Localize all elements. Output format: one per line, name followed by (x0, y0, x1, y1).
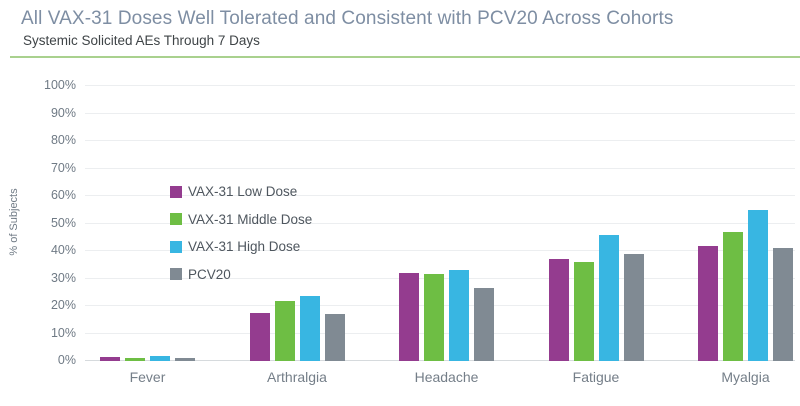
legend-item-vax-31-middle-dose: VAX-31 Middle Dose (170, 206, 312, 234)
slide-title: All VAX-31 Doses Well Tolerated and Cons… (21, 8, 674, 29)
gridline-80 (85, 140, 795, 141)
legend-swatch-vax-31-high-dose (170, 240, 182, 253)
bars-layer (85, 86, 795, 361)
chart-legend: VAX-31 Low Dose VAX-31 Middle Dose VAX-31 … (170, 178, 312, 288)
legend-item-vax-31-low-dose: VAX-31 Low Dose (170, 178, 312, 206)
bar-pcv20-myalgia (773, 248, 793, 361)
bar-pcv20-headache (474, 288, 494, 361)
bar-vax-31-middle-dose-arthralgia (274, 300, 295, 361)
legend-item-vax-31-high-dose: VAX-31 High Dose (170, 233, 312, 261)
bar-pcv20-fatigue (623, 253, 644, 361)
category-label-headache: Headache (414, 369, 479, 385)
bar-group-fever (100, 86, 195, 361)
category-label-fatigue: Fatigue (572, 369, 620, 385)
legend-label-vax-31-middle-dose: VAX-31 Middle Dose (188, 211, 313, 227)
bar-pcv20-arthralgia (324, 314, 345, 361)
plot-area: VAX-31 Low Dose VAX-31 Middle Dose VAX-31 … (85, 85, 795, 361)
legend-swatch-vax-31-middle-dose (170, 213, 182, 226)
bar-vax-31-high-dose-fever (150, 356, 170, 361)
legend-item-pcv20: PCV20 (170, 261, 312, 289)
category-label-arthralgia: Arthralgia (267, 369, 327, 385)
bar-vax-31-high-dose-fatigue (598, 234, 619, 361)
gridline-60 (85, 195, 795, 196)
bar-vax-31-middle-dose-myalgia (723, 231, 743, 361)
gridline-90 (85, 112, 795, 114)
ytick-90: 90% (50, 105, 76, 120)
bar-pcv20-fever (175, 358, 195, 361)
gridline-40 (85, 250, 795, 251)
gridline-100 (85, 85, 795, 86)
ytick-80: 80% (50, 133, 76, 147)
ytick-50: 50% (50, 215, 76, 230)
bar-vax-31-middle-dose-headache (424, 274, 444, 361)
category-label-fever: Fever (129, 369, 166, 385)
bar-group-myalgia (698, 86, 793, 361)
bar-vax-31-high-dose-myalgia (748, 209, 768, 361)
legend-label-vax-31-high-dose: VAX-31 High Dose (188, 239, 301, 255)
gridline-50 (85, 222, 795, 224)
title-divider-line (10, 56, 800, 58)
bar-group-fatigue (548, 86, 644, 361)
bar-vax-31-low-dose-fever (100, 356, 120, 361)
ytick-60: 60% (50, 188, 76, 202)
bar-vax-31-low-dose-fatigue (548, 259, 569, 361)
legend-label-vax-31-low-dose: VAX-31 Low Dose (188, 184, 298, 200)
x-axis-category-labels: Fever Arthralgia Headache Fatigue Myalgia (85, 369, 795, 385)
gridline-70 (85, 167, 795, 169)
legend-label-pcv20: PCV20 (188, 266, 231, 282)
y-axis-tick-labels: 0% 10% 20% 30% 40% 50% 60% 70% 80% 90% 100% (0, 78, 76, 367)
bar-vax-31-high-dose-headache (449, 270, 469, 361)
bar-vax-31-low-dose-headache (399, 273, 419, 361)
bar-vax-31-middle-dose-fever (125, 357, 145, 361)
category-label-myalgia: Myalgia (721, 369, 770, 385)
bar-vax-31-high-dose-arthralgia (299, 296, 320, 361)
bar-group-arthralgia (249, 86, 345, 361)
ytick-20: 20% (50, 298, 76, 312)
ytick-30: 30% (50, 270, 76, 285)
ytick-40: 40% (50, 243, 76, 257)
bar-vax-31-low-dose-myalgia (698, 245, 718, 361)
legend-swatch-vax-31-low-dose (170, 185, 182, 198)
legend-swatch-pcv20 (170, 268, 182, 281)
ytick-70: 70% (50, 160, 76, 175)
ytick-100: 100% (44, 78, 76, 92)
bar-group-headache (399, 86, 494, 361)
ytick-10: 10% (50, 325, 76, 340)
bar-vax-31-middle-dose-fatigue (573, 262, 594, 361)
slide-subtitle: Systemic Solicited AEs Through 7 Days (23, 33, 260, 48)
ytick-0: 0% (57, 353, 76, 367)
bar-vax-31-low-dose-arthralgia (249, 312, 270, 361)
